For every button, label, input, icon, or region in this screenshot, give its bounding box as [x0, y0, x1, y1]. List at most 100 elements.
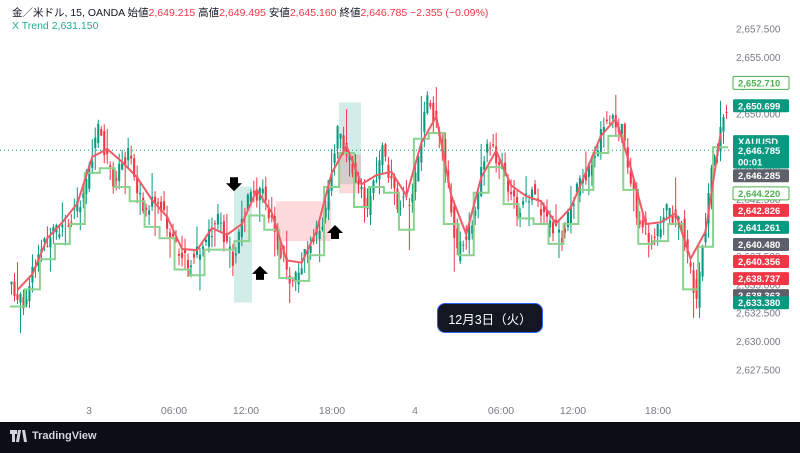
candle-body: [106, 148, 109, 155]
candle-body: [300, 268, 303, 275]
candle: [139, 182, 142, 215]
price-tag-label: 2,642.826: [738, 206, 780, 217]
candle-body: [28, 285, 31, 302]
candle-body: [294, 272, 297, 282]
candle-body: [542, 205, 546, 212]
candle-body: [402, 196, 405, 198]
candle-body: [519, 212, 522, 218]
arrow-up-icon: [327, 224, 343, 239]
candle: [303, 248, 306, 273]
candle: [28, 276, 31, 308]
candle-body: [124, 157, 127, 166]
candle-body: [569, 205, 572, 224]
high-value: 2,649.495: [219, 7, 266, 19]
candle: [127, 137, 130, 170]
candle: [201, 243, 205, 257]
candle: [79, 200, 82, 231]
symbol-name[interactable]: 金／米ドル, 15, OANDA: [12, 7, 125, 19]
signal-line: [16, 113, 722, 291]
candle-body: [130, 155, 133, 159]
candle: [109, 161, 112, 180]
candle-body: [704, 229, 707, 243]
candle: [160, 196, 163, 221]
candle-body: [351, 163, 354, 174]
candle-body: [465, 236, 468, 240]
candle: [228, 236, 231, 269]
candle: [560, 230, 564, 251]
x-tick-label: 18:00: [319, 405, 345, 417]
price-tag-bg: [733, 143, 789, 157]
candle-body: [103, 131, 106, 155]
candle: [396, 181, 399, 213]
time-axis[interactable]: 3 06:00 12:00 18:00 4 06:00 12:00 18:00: [0, 398, 730, 422]
indicator-value: 2,631.150: [51, 20, 99, 32]
candle: [528, 194, 531, 227]
candle-body: [70, 221, 73, 223]
candle: [701, 244, 704, 282]
tradingview-logo[interactable]: TradingView: [10, 430, 97, 442]
candle: [387, 156, 390, 183]
candle-body: [590, 164, 593, 176]
candle-body: [477, 192, 480, 210]
candle: [674, 177, 677, 228]
candle-body: [85, 178, 88, 195]
candle-body: [148, 210, 151, 215]
candle-body: [13, 281, 16, 296]
candle-body: [16, 294, 19, 300]
candle-body: [399, 208, 402, 210]
candle: [683, 209, 686, 251]
candle-body: [279, 247, 282, 258]
candle-body: [285, 257, 288, 270]
candle: [614, 94, 617, 136]
candle: [213, 220, 216, 247]
price-tag-bg: [732, 186, 790, 201]
candle-body: [174, 240, 178, 242]
candle-body: [201, 246, 205, 250]
candle-body: [118, 163, 121, 182]
open-value: 2,649.215: [148, 7, 196, 19]
candle-body: [366, 198, 369, 209]
price-tag-bg: [733, 155, 789, 169]
candle: [474, 206, 477, 226]
candle: [291, 279, 294, 288]
candle: [569, 185, 572, 234]
candle: [22, 289, 25, 315]
candle-body: [489, 147, 492, 149]
candle-body: [261, 188, 264, 194]
price-tag-label: 2,646.285: [738, 171, 781, 182]
candle: [722, 114, 725, 144]
price-tag: 2,650.699: [733, 99, 789, 113]
candle: [136, 165, 139, 204]
chart-pane[interactable]: 金／米ドル, 15, OANDA 始値2,649.215 高値2,649.495…: [0, 0, 730, 398]
candle: [381, 142, 384, 174]
candle-body: [689, 262, 692, 267]
candle: [151, 173, 154, 211]
candle: [390, 159, 393, 189]
candle-body: [459, 241, 462, 262]
indicator-legend[interactable]: X Trend 2,631.150: [12, 20, 98, 32]
candle-body: [677, 216, 680, 221]
arrow-up-shape: [252, 265, 268, 280]
price-axis[interactable]: 2,657.5002,655.0002,652.5002,650.0002,64…: [730, 0, 800, 398]
candle-body: [647, 232, 650, 243]
candle: [522, 196, 525, 209]
candle-body: [318, 230, 321, 240]
candle-body: [145, 207, 148, 210]
candle-body: [384, 144, 387, 157]
candle-body: [177, 253, 181, 256]
candle-body: [566, 211, 569, 228]
candle-body: [348, 154, 351, 161]
candle-body: [611, 115, 614, 119]
candle-body: [471, 225, 474, 234]
price-chart[interactable]: [0, 0, 730, 398]
price-tag: 2,644.220: [732, 186, 790, 201]
candle-body: [354, 162, 357, 183]
candle-body: [599, 129, 602, 153]
candle-body: [189, 265, 193, 268]
candle: [103, 124, 106, 164]
candle: [465, 225, 468, 250]
candle-body: [204, 240, 208, 243]
candle: [267, 199, 270, 223]
candle-body: [635, 190, 638, 218]
